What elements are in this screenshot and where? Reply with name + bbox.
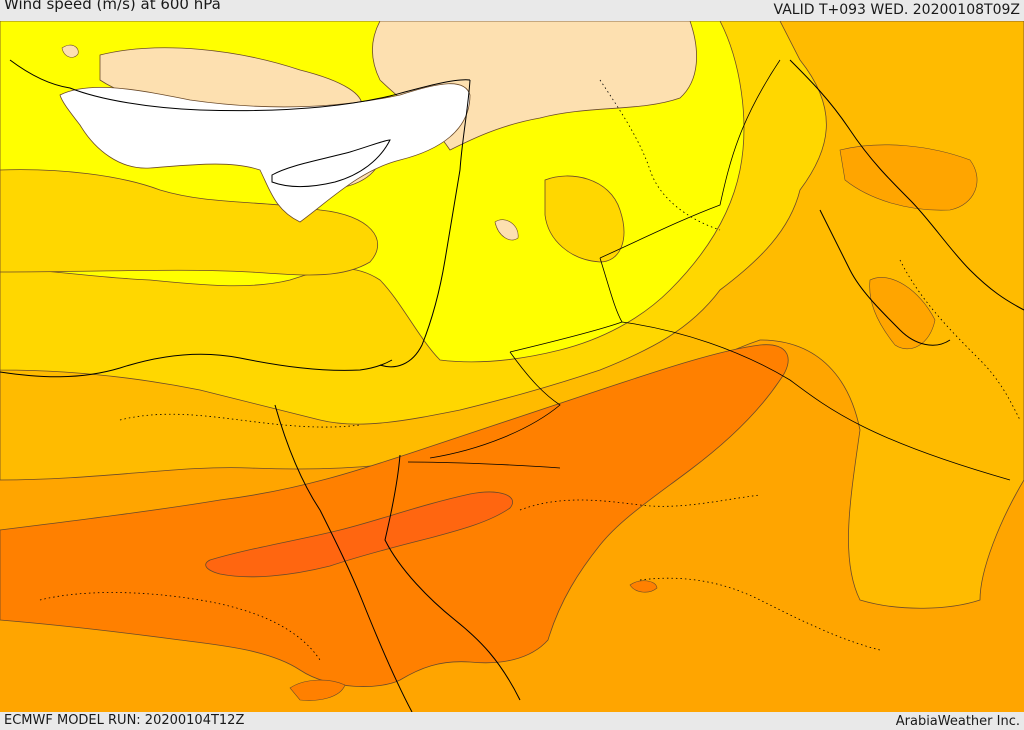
- coast-levant: [379, 79, 471, 368]
- gold-patch-west: [0, 169, 379, 276]
- coast-cyprus: [271, 139, 391, 187]
- border-egypt-sudan: [407, 461, 561, 469]
- jet-core: [205, 491, 513, 578]
- amber-patch-east: [869, 277, 936, 350]
- admin-boundary-1: [119, 413, 361, 428]
- coast-suez-west: [274, 404, 413, 712]
- gold-patch-levant: [544, 175, 625, 263]
- border-syria-iraq: [599, 59, 781, 259]
- border-jordan-saudi: [429, 351, 561, 459]
- peach-patch-2: [494, 219, 519, 241]
- footer-bar: ECMWF MODEL RUN: 20200104T12Z ArabiaWeat…: [0, 712, 1024, 729]
- admin-boundary-6: [39, 592, 321, 661]
- model-run: ECMWF MODEL RUN: 20200104T12Z: [4, 713, 245, 728]
- dark-patch-3: [289, 679, 346, 701]
- admin-boundary-3: [639, 577, 881, 651]
- coast-gulf: [789, 59, 1024, 311]
- map-title: Wind speed (m/s) at 600 hPa: [4, 0, 221, 13]
- peach-patch-1: [61, 44, 79, 58]
- coast-suez-east: [384, 454, 521, 701]
- valid-time: VALID T+093 WED. 20200108T09Z: [773, 2, 1020, 18]
- amber-patch-gulf: [839, 144, 978, 211]
- credit: ArabiaWeather Inc.: [895, 714, 1020, 729]
- coast-gulf-inner: [819, 209, 951, 346]
- header-bar: Wind speed (m/s) at 600 hPa VALID T+093 …: [0, 0, 1024, 21]
- coast-turkey: [9, 59, 471, 112]
- wind-speed-map[interactable]: [0, 21, 1024, 712]
- dark-patch-4: [629, 580, 658, 593]
- coast-egypt: [0, 353, 393, 378]
- border-jordan: [599, 257, 623, 323]
- border-saudi-iraq: [509, 321, 1011, 481]
- calm-region: [59, 83, 471, 223]
